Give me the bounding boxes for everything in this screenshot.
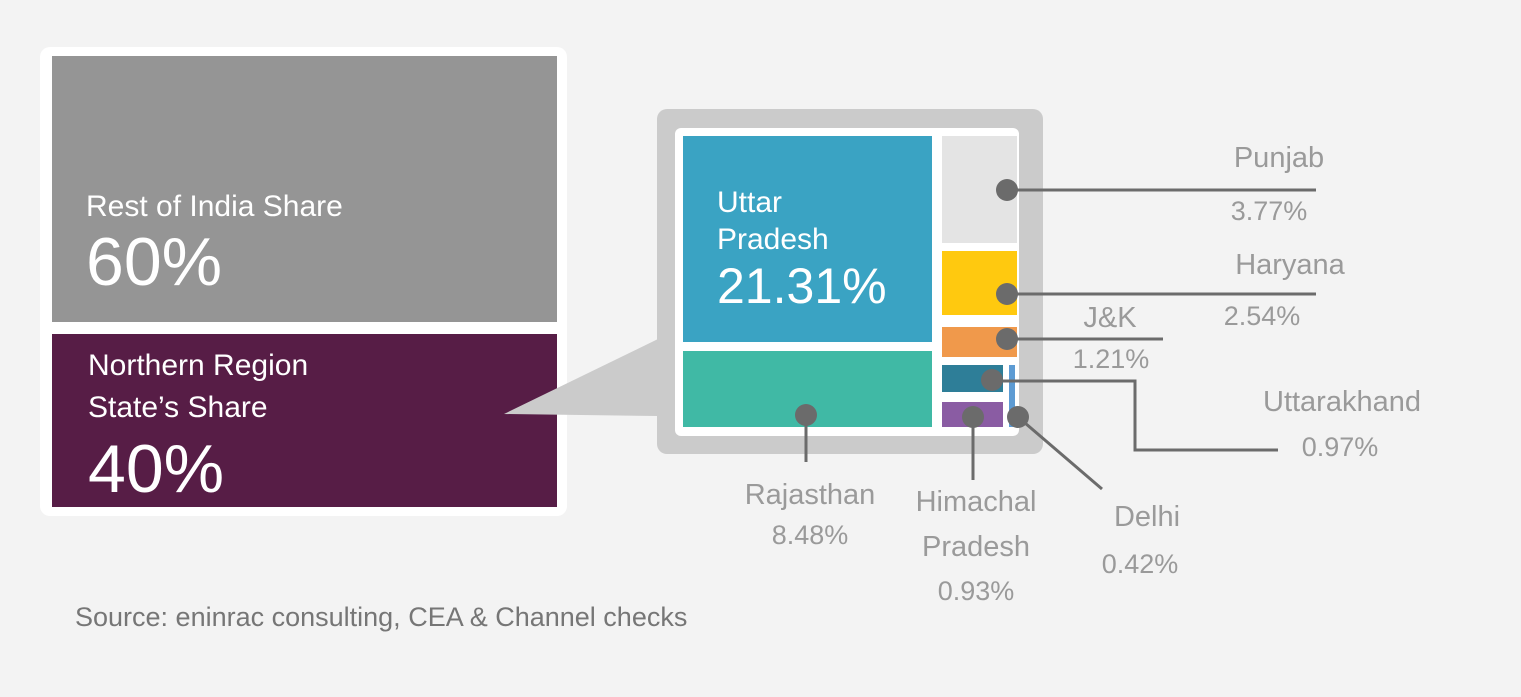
source-text: Source: eninrac consulting, CEA & Channe… [75, 602, 688, 632]
treemap-frame: Uttar Pradesh 21.31% [657, 109, 1043, 454]
uttar-pradesh-value: 21.31% [717, 258, 887, 314]
callout-label-punjab-name: Punjab [1233, 142, 1325, 174]
treemap-box-uttarakhand [942, 365, 1003, 392]
uttar-pradesh-name-line2: Pradesh [717, 223, 829, 256]
northern-region-value: 40% [88, 431, 225, 507]
callout-label-rajasthan-pct: 8.48% [771, 520, 849, 550]
rest-of-india-label: Rest of India Share [86, 190, 343, 223]
callout-label-himachal-pradesh-name: Himachal Pradesh [916, 480, 1037, 570]
treemap-box-delhi [1009, 365, 1015, 427]
treemap-box-jammu-kashmir [942, 327, 1017, 357]
northern-region-label-line1: Northern Region [88, 349, 309, 382]
callout-label-jammu-kashmir-pct: 1.21% [1072, 344, 1150, 374]
northern-region-segment: Northern Region State’s Share 40% [52, 334, 557, 507]
himachal-name-line2: Pradesh [921, 531, 1030, 563]
northern-region-label: Northern Region State’s Share [88, 345, 308, 429]
callout-label-himachal-pradesh-pct: 0.93% [937, 576, 1015, 606]
himachal-name-line1: Himachal [915, 486, 1037, 518]
uttar-pradesh-label: Uttar Pradesh 21.31% [717, 184, 887, 314]
callout-label-jammu-kashmir-name: J&K [1083, 302, 1137, 334]
treemap-box-himachal-pradesh [942, 402, 1003, 427]
treemap-box-punjab [942, 136, 1017, 243]
uttar-pradesh-name-line1: Uttar [717, 186, 783, 219]
callout-label-uttarakhand-pct: 0.97% [1301, 432, 1379, 462]
rest-of-india-segment: Rest of India Share 60% [52, 56, 557, 322]
treemap-inner: Uttar Pradesh 21.31% [675, 128, 1019, 436]
treemap-box-rajasthan [683, 351, 932, 427]
callout-label-punjab-pct: 3.77% [1230, 196, 1308, 226]
treemap-box-haryana [942, 251, 1017, 315]
callout-label-uttarakhand-name: Uttarakhand [1263, 386, 1421, 418]
callout-label-rajasthan-name: Rajasthan [744, 479, 876, 511]
callout-label-haryana-name: Haryana [1235, 249, 1345, 281]
callout-label-delhi-pct: 0.42% [1101, 549, 1179, 579]
callout-label-haryana-pct: 2.54% [1223, 301, 1301, 331]
northern-region-label-line2: State’s Share [88, 391, 268, 424]
national-share-panel: Rest of India Share 60% Northern Region … [40, 47, 567, 516]
callout-label-delhi-name: Delhi [1113, 501, 1181, 533]
rest-of-india-value: 60% [86, 224, 223, 300]
treemap-box-uttar-pradesh: Uttar Pradesh 21.31% [683, 136, 932, 342]
